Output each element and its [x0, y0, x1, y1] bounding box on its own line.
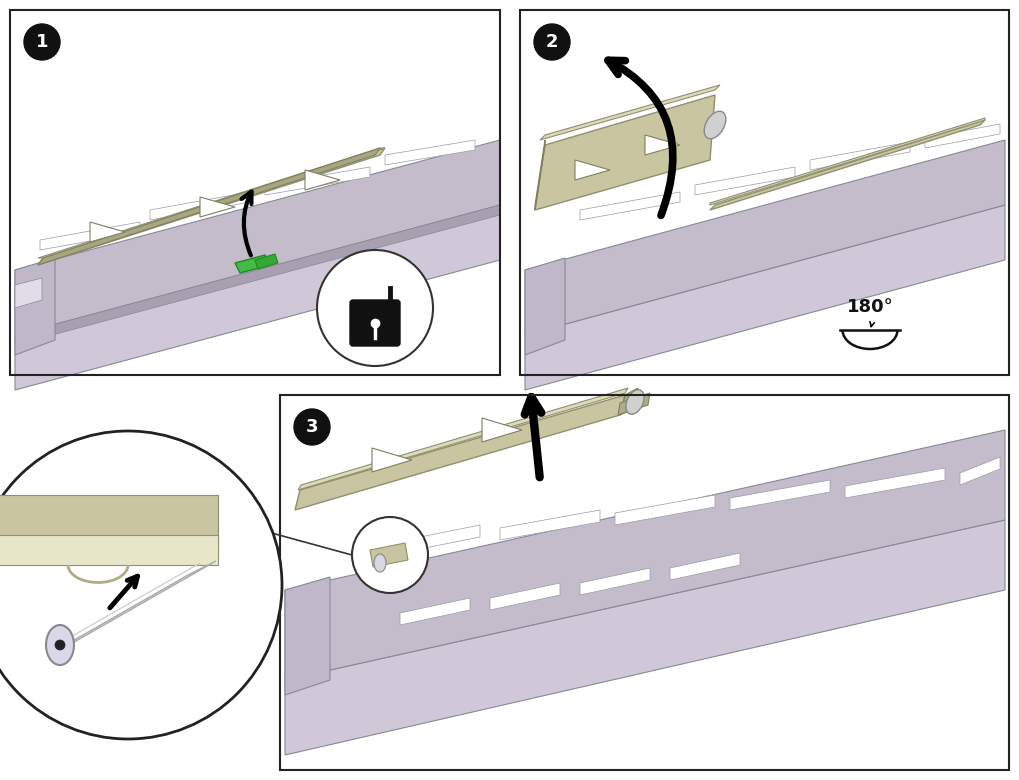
Polygon shape [53, 563, 200, 647]
Polygon shape [0, 495, 218, 545]
Polygon shape [618, 393, 650, 415]
Polygon shape [200, 197, 235, 217]
Polygon shape [575, 160, 610, 180]
Text: 180°: 180° [847, 298, 894, 316]
Polygon shape [390, 525, 480, 555]
Polygon shape [615, 495, 715, 525]
Polygon shape [400, 598, 470, 625]
Polygon shape [500, 510, 600, 540]
Polygon shape [580, 568, 650, 595]
Ellipse shape [626, 390, 644, 414]
Polygon shape [540, 85, 720, 140]
Ellipse shape [46, 625, 74, 665]
Polygon shape [482, 418, 522, 442]
Polygon shape [671, 553, 740, 580]
Circle shape [0, 433, 280, 737]
Polygon shape [15, 258, 55, 355]
Circle shape [534, 24, 570, 60]
Polygon shape [150, 192, 250, 220]
Polygon shape [40, 222, 140, 250]
Bar [520, 10, 1009, 375]
Polygon shape [235, 255, 270, 273]
Polygon shape [535, 95, 715, 210]
Polygon shape [810, 142, 910, 170]
Polygon shape [710, 118, 985, 205]
Polygon shape [960, 457, 1000, 485]
Polygon shape [695, 167, 795, 195]
Polygon shape [525, 140, 1005, 335]
Bar [10, 10, 500, 375]
Polygon shape [925, 124, 1000, 148]
Polygon shape [535, 140, 545, 210]
Polygon shape [15, 278, 42, 308]
Bar [280, 395, 1009, 770]
Polygon shape [645, 135, 680, 155]
Polygon shape [38, 148, 385, 265]
Polygon shape [372, 448, 412, 472]
Polygon shape [710, 120, 985, 210]
Polygon shape [305, 170, 340, 190]
Circle shape [294, 409, 330, 445]
Polygon shape [370, 543, 408, 567]
Text: 2: 2 [546, 33, 558, 51]
Polygon shape [15, 205, 500, 390]
FancyBboxPatch shape [350, 300, 400, 346]
Polygon shape [525, 258, 565, 355]
Polygon shape [48, 561, 216, 655]
Polygon shape [285, 430, 1005, 680]
Polygon shape [385, 140, 475, 165]
Circle shape [317, 250, 433, 366]
Polygon shape [15, 205, 500, 345]
Polygon shape [38, 148, 380, 265]
Polygon shape [298, 388, 628, 490]
Circle shape [0, 431, 282, 739]
Text: 3: 3 [306, 418, 318, 436]
Polygon shape [294, 395, 625, 510]
Polygon shape [580, 192, 680, 220]
Polygon shape [255, 254, 278, 269]
Ellipse shape [704, 112, 726, 139]
Polygon shape [38, 148, 385, 258]
Polygon shape [90, 222, 125, 242]
Circle shape [352, 517, 428, 593]
Polygon shape [0, 535, 218, 565]
Circle shape [24, 24, 60, 60]
Polygon shape [285, 520, 1005, 755]
Polygon shape [845, 468, 945, 498]
Ellipse shape [374, 554, 386, 572]
Polygon shape [525, 205, 1005, 390]
Polygon shape [730, 480, 830, 510]
Text: 1: 1 [36, 33, 48, 51]
Circle shape [55, 640, 65, 650]
Polygon shape [265, 167, 370, 195]
Polygon shape [285, 577, 330, 695]
Polygon shape [490, 583, 560, 610]
Polygon shape [15, 140, 500, 335]
Polygon shape [620, 388, 638, 415]
